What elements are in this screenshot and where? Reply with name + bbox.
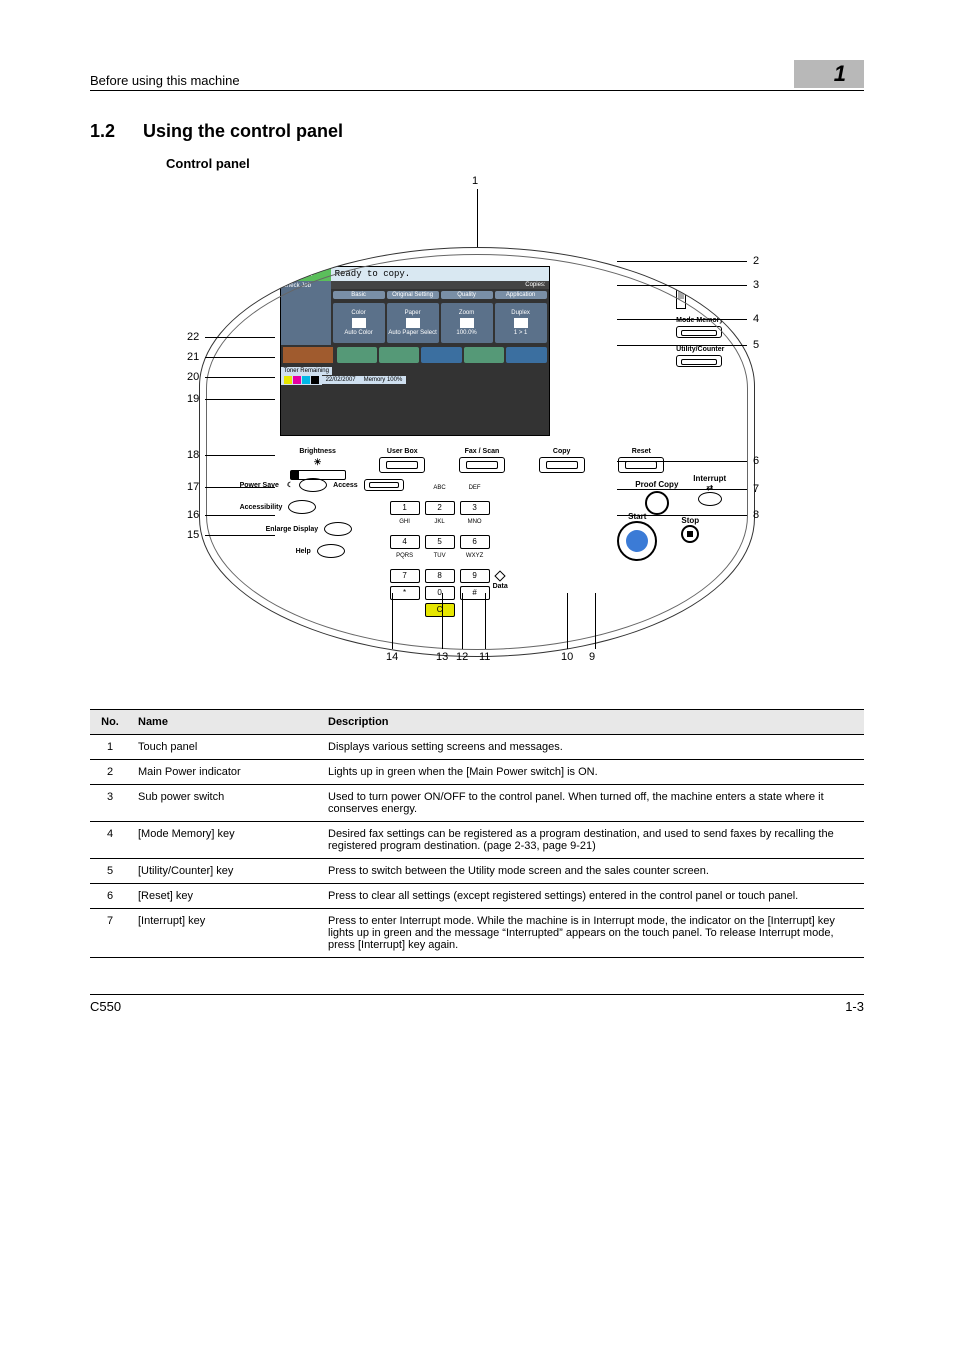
table-cell-no: 5 [90, 859, 130, 884]
table-row: 7[Interrupt] keyPress to enter Interrupt… [90, 909, 864, 958]
table-header-desc: Description [320, 710, 864, 735]
table-cell-desc: Desired fax settings can be registered a… [320, 822, 864, 859]
table-cell-name: [Interrupt] key [130, 909, 320, 958]
table-cell-no: 3 [90, 785, 130, 822]
table-row: 6[Reset] keyPress to clear all settings … [90, 884, 864, 909]
table-row: 3Sub power switchUsed to turn power ON/O… [90, 785, 864, 822]
table-header-row: No. Name Description [90, 710, 864, 735]
table-cell-no: 1 [90, 735, 130, 760]
table-row: 2Main Power indicatorLights up in green … [90, 760, 864, 785]
control-panel-diagram: 1 Job List Ready to copy. Check Job Copi… [187, 189, 767, 669]
callout-1-label: 1 [472, 175, 478, 187]
table-cell-desc: Used to turn power ON/OFF to the control… [320, 785, 864, 822]
table-header-no: No. [90, 710, 130, 735]
footer-model: C550 [90, 999, 121, 1014]
table-cell-desc: Displays various setting screens and mes… [320, 735, 864, 760]
callouts-overlay: 2345678222120191817161514131211109 [187, 189, 767, 669]
footer-page-number: 1-3 [845, 999, 864, 1014]
table-cell-no: 7 [90, 909, 130, 958]
table-cell-desc: Lights up in green when the [Main Power … [320, 760, 864, 785]
subsection-title: Control panel [166, 156, 864, 171]
table-header-name: Name [130, 710, 320, 735]
table-cell-desc: Press to switch between the Utility mode… [320, 859, 864, 884]
table-cell-desc: Press to clear all settings (except regi… [320, 884, 864, 909]
table-cell-name: Main Power indicator [130, 760, 320, 785]
table-row: 4[Mode Memory] keyDesired fax settings c… [90, 822, 864, 859]
page-footer: C550 1-3 [90, 994, 864, 1014]
header-breadcrumb: Before using this machine [90, 73, 240, 88]
table-row: 1Touch panelDisplays various setting scr… [90, 735, 864, 760]
chapter-badge: 1 [794, 60, 864, 88]
table-cell-name: [Mode Memory] key [130, 822, 320, 859]
table-cell-no: 4 [90, 822, 130, 859]
section-number: 1.2 [90, 121, 115, 142]
table-cell-desc: Press to enter Interrupt mode. While the… [320, 909, 864, 958]
table-cell-name: [Utility/Counter] key [130, 859, 320, 884]
page-header: Before using this machine 1 [90, 60, 864, 91]
section-heading: 1.2 Using the control panel [90, 121, 864, 142]
parts-table: No. Name Description 1Touch panelDisplay… [90, 709, 864, 958]
table-cell-no: 2 [90, 760, 130, 785]
table-row: 5[Utility/Counter] keyPress to switch be… [90, 859, 864, 884]
table-cell-name: Touch panel [130, 735, 320, 760]
table-cell-name: Sub power switch [130, 785, 320, 822]
table-cell-name: [Reset] key [130, 884, 320, 909]
section-title: Using the control panel [143, 121, 343, 142]
table-cell-no: 6 [90, 884, 130, 909]
